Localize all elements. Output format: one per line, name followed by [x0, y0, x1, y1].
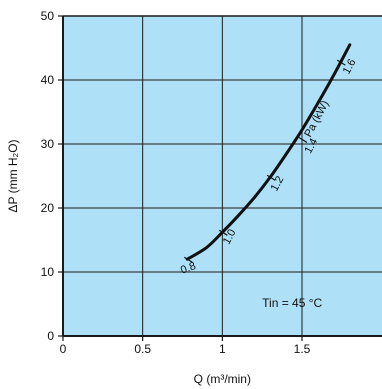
curve-marker-tick — [183, 256, 193, 263]
curve-marker-label: 0.8 — [179, 260, 197, 277]
temperature-annotation: Tin = 45 °C — [262, 296, 322, 310]
x-tick-label: 0.5 — [134, 342, 151, 356]
curve-marker-tick — [298, 137, 308, 144]
y-tick-label: 40 — [41, 73, 55, 87]
x-tick-label: 0 — [60, 342, 67, 356]
tick-labels: 0 0.5 1 1.5 0 10 20 30 40 50 — [41, 9, 311, 356]
curve-marker-tick — [266, 174, 276, 181]
x-tick-label: 1 — [219, 342, 226, 356]
y-tick-label: 30 — [41, 137, 55, 151]
y-tick-label: 0 — [47, 329, 54, 343]
y-tick-label: 20 — [41, 201, 55, 215]
grid-lines — [63, 16, 382, 336]
curve-marker-tick — [219, 229, 228, 236]
y-tick-label: 10 — [41, 265, 55, 279]
x-axis-label: Q (m³/min) — [194, 372, 251, 386]
y-tick-label: 50 — [41, 9, 55, 23]
x-tick-label: 1.5 — [294, 342, 311, 356]
y-axis-label: ΔP (mm H₂O) — [6, 139, 20, 212]
curve-marker-tick — [336, 59, 346, 66]
annotations: Tin = 45 °C — [262, 296, 322, 310]
